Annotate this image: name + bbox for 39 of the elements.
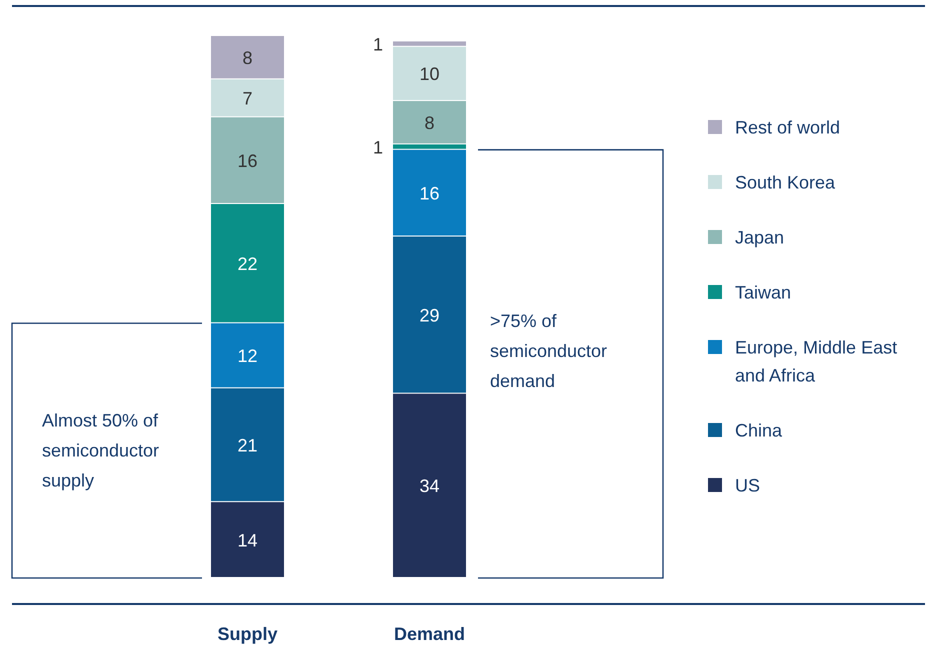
annotation: >75% of semiconductor demand — [490, 311, 608, 391]
data-label: 7 — [242, 88, 253, 109]
data-label: 21 — [237, 436, 258, 456]
legend-label: Europe, Middle East and Africa — [735, 337, 898, 386]
data-label: 16 — [419, 183, 440, 204]
data-label: 1 — [372, 137, 383, 158]
data-label: 16 — [237, 150, 258, 171]
bar — [211, 388, 284, 502]
annotation: Almost 50% of semiconductor supply — [42, 410, 160, 491]
legend-label: Rest of world — [735, 117, 840, 138]
bar — [393, 394, 466, 577]
legend-label: Taiwan — [735, 282, 792, 302]
data-label: 14 — [237, 530, 258, 550]
bar — [393, 101, 466, 144]
bar — [211, 79, 284, 116]
bar — [393, 236, 466, 393]
bar — [393, 46, 466, 100]
data-label: 34 — [419, 476, 440, 496]
legend-label: US — [735, 475, 760, 496]
legend-label: Japan — [735, 227, 784, 248]
bar — [211, 323, 284, 388]
bar — [393, 150, 466, 236]
bar — [393, 144, 466, 149]
legend-label: South Korea — [735, 172, 836, 192]
data-label: 29 — [419, 305, 440, 326]
x-tick-label: Supply — [217, 624, 278, 644]
data-label: 8 — [242, 48, 253, 68]
legend-label: China — [735, 420, 784, 440]
data-label: 1 — [372, 34, 383, 54]
bar — [211, 36, 284, 78]
bar — [211, 204, 284, 322]
data-label: 12 — [237, 346, 258, 366]
data-label: 22 — [237, 254, 258, 274]
bar — [393, 41, 466, 46]
x-tick-label: Demand — [394, 624, 466, 644]
bar — [211, 117, 284, 204]
bar — [211, 502, 284, 577]
data-label: 8 — [424, 113, 435, 134]
data-label: 10 — [419, 64, 440, 84]
